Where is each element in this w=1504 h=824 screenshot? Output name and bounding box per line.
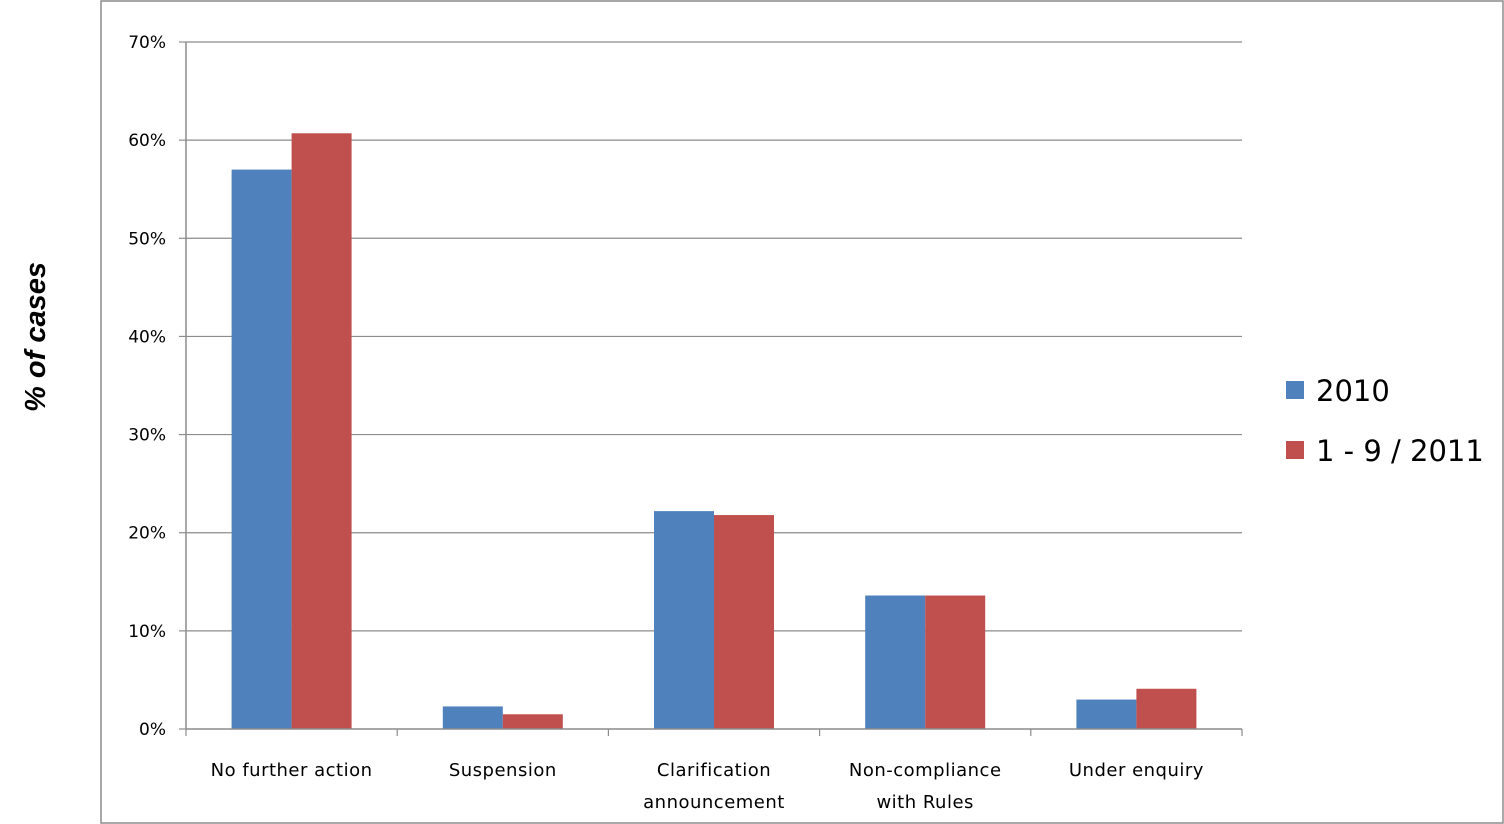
bar-series-2 [1136, 688, 1197, 729]
x-category-label: Under enquiry [1069, 760, 1204, 781]
bar-series-2 [714, 515, 774, 729]
y-tick-label: 50% [128, 229, 166, 249]
legend-label: 1 - 9 / 2011 [1316, 434, 1484, 468]
bar-series-2 [925, 595, 986, 729]
y-tick-label: 30% [128, 426, 166, 446]
legend-swatch [1286, 441, 1304, 459]
bar-series-2 [291, 133, 352, 730]
bar-series-1 [1076, 699, 1137, 729]
legend-swatch [1286, 381, 1304, 399]
bar-series-1 [231, 169, 292, 730]
bar-series-1 [442, 706, 503, 729]
legend: 2010 1 - 9 / 2011 [1286, 374, 1484, 468]
y-axis-tick-labels: 0% 10% 20% 30% 40% 50% 60% 70% [128, 33, 166, 740]
y-tick-label: 60% [128, 131, 166, 151]
x-category-label: No further action [211, 760, 373, 781]
y-tick-label: 70% [128, 33, 166, 53]
bar-series-2 [502, 714, 563, 729]
bar-series-1 [865, 595, 926, 729]
gridlines [179, 41, 1242, 730]
y-tick-label: 20% [128, 524, 166, 544]
y-tick-label: 0% [139, 720, 166, 740]
x-category-label: Suspension [449, 760, 557, 781]
x-category-label: Non-compliance with Rules [849, 760, 1002, 813]
x-axis-category-labels: No further action Suspension Clarification… [211, 760, 1204, 813]
legend-label: 2010 [1316, 374, 1390, 408]
y-tick-label: 40% [128, 327, 166, 347]
y-axis-label: % of cases [20, 262, 52, 412]
bar-series-1 [654, 511, 714, 729]
bars [231, 133, 1197, 730]
axes [185, 42, 1243, 736]
y-tick-label: 10% [128, 622, 166, 642]
x-category-label: Clarification announcement [643, 760, 785, 813]
